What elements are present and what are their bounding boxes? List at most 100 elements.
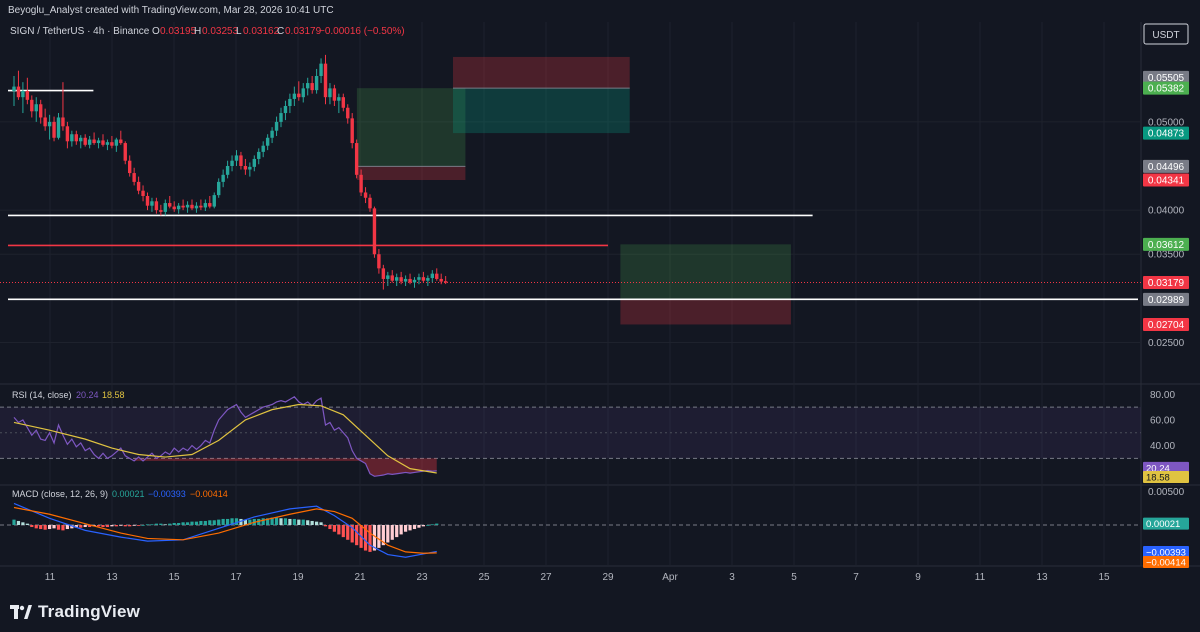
candle-body — [123, 143, 127, 161]
macd-histogram-bar — [337, 525, 341, 535]
candle-body — [65, 126, 70, 142]
macd-histogram-bar — [248, 519, 252, 525]
price-label: 0.04496 — [1148, 162, 1185, 173]
macd-value-label: −0.00414 — [1146, 558, 1186, 569]
macd-histogram-bar — [43, 525, 47, 530]
candle-body — [381, 268, 386, 279]
candle-body — [56, 117, 61, 138]
macd-histogram-bar — [230, 518, 234, 525]
price-label-badge — [1143, 317, 1189, 331]
candle-body — [408, 278, 412, 283]
rsi-y-tick-label: 80.00 — [1150, 390, 1175, 401]
tradingview-logo[interactable]: TradingView — [10, 602, 140, 622]
y-tick-label: 0.02500 — [1148, 338, 1185, 349]
candle-body — [212, 195, 216, 207]
macd-histogram-bar — [234, 518, 239, 525]
macd-histogram-bar — [96, 525, 101, 527]
candle-body — [261, 145, 265, 152]
candle-body — [346, 107, 350, 119]
legend-c-value: 0.03179 — [285, 26, 322, 37]
candle-body — [16, 86, 21, 98]
macd-histogram-bar — [341, 525, 345, 538]
macd-histogram-bar — [395, 525, 399, 538]
macd-histogram-bar — [274, 517, 279, 525]
chart-area[interactable]: 0.05000 0.04000 0.03500 0.02500 0.055050.053… — [0, 0, 1200, 588]
candle-body — [203, 203, 208, 208]
price-axis[interactable]: 0.05000 0.04000 0.03500 0.02500 0.055050.053… — [1143, 70, 1189, 569]
candle-body — [181, 205, 185, 208]
time-axis[interactable]: 11 13 15 17 19 21 23 25 27 29 Apr 3 5 7 9 11 13 15 — [45, 572, 1110, 583]
candle-body — [225, 166, 230, 175]
candle-body — [248, 166, 252, 170]
candle-body — [52, 121, 56, 138]
candle-body — [363, 192, 368, 198]
macd-histogram-bar — [221, 518, 225, 525]
candle-body — [341, 97, 345, 108]
candle-body — [114, 139, 119, 146]
macd-histogram-bar — [426, 525, 430, 526]
macd-histogram-bar — [288, 518, 292, 525]
macd-histogram-bar — [381, 525, 385, 546]
legend-l-label: L — [236, 26, 242, 37]
candle-body — [435, 273, 439, 279]
y-tick-label: 0.05000 — [1148, 117, 1185, 128]
candle-body — [128, 160, 132, 174]
macd-histogram-bar — [266, 518, 270, 525]
macd-hist-value: 0.00021 — [112, 489, 145, 499]
candle-body — [310, 83, 314, 91]
candle-body — [377, 254, 381, 269]
long-position-lower-zone — [356, 166, 466, 181]
candle-body — [399, 277, 403, 282]
macd-line — [13, 502, 437, 558]
price-label: 0.04873 — [1148, 129, 1185, 140]
rsi-value-badge — [1143, 461, 1189, 474]
candle-body — [208, 203, 212, 207]
legend-change: −0.00016 (−0.50%) — [319, 26, 405, 37]
candle-body — [168, 203, 172, 207]
macd-histogram-bar — [114, 525, 118, 527]
x-tick-label: 17 — [230, 572, 242, 583]
y-tick-label: 0.04000 — [1148, 206, 1185, 217]
macd-histogram-bar — [199, 520, 203, 525]
x-tick-label: 15 — [1098, 572, 1110, 583]
macd-histogram-bar — [372, 525, 377, 551]
macd-histogram-bar — [168, 523, 172, 525]
macd-histogram-bar — [163, 524, 167, 526]
candle-body — [443, 281, 448, 283]
price-label: 0.04341 — [1148, 176, 1185, 187]
candle-body — [234, 155, 239, 161]
currency-button[interactable]: USDT — [1143, 23, 1189, 45]
rsi-ma-value: 18.58 — [102, 390, 125, 400]
candle-body — [101, 140, 105, 145]
candle-body — [403, 278, 408, 282]
candle-body — [390, 275, 394, 281]
price-label-badge — [1143, 237, 1189, 251]
candle-body — [70, 134, 74, 142]
candle-body — [185, 204, 190, 208]
candle-body — [372, 208, 377, 255]
macd-histogram-bar — [172, 522, 176, 525]
candle-body — [136, 181, 141, 191]
candle-body — [96, 140, 101, 144]
macd-histogram-bar — [181, 522, 185, 525]
candle-body — [301, 88, 305, 98]
macd-histogram-bar — [48, 525, 52, 530]
macd-histogram-bar — [101, 525, 105, 528]
candle-body — [239, 155, 243, 166]
macd-histogram-bar — [301, 519, 305, 525]
horizontal-lines[interactable] — [0, 89, 1141, 301]
price-label-badge — [1143, 292, 1189, 306]
candles — [12, 54, 448, 290]
candle-body — [328, 88, 332, 98]
rsi-value-label: 20.24 — [1146, 463, 1170, 474]
legend-o-value: 0.03195 — [160, 26, 197, 37]
candle-body — [252, 158, 256, 167]
candle-body — [12, 86, 16, 91]
macd-histogram-bar — [88, 525, 92, 528]
candle-body — [141, 190, 145, 196]
x-tick-label: 13 — [1036, 572, 1048, 583]
drawings[interactable] — [356, 56, 791, 325]
macd-histogram-bar — [21, 522, 25, 525]
x-tick-label: 11 — [45, 572, 56, 583]
candle-body — [412, 279, 417, 283]
